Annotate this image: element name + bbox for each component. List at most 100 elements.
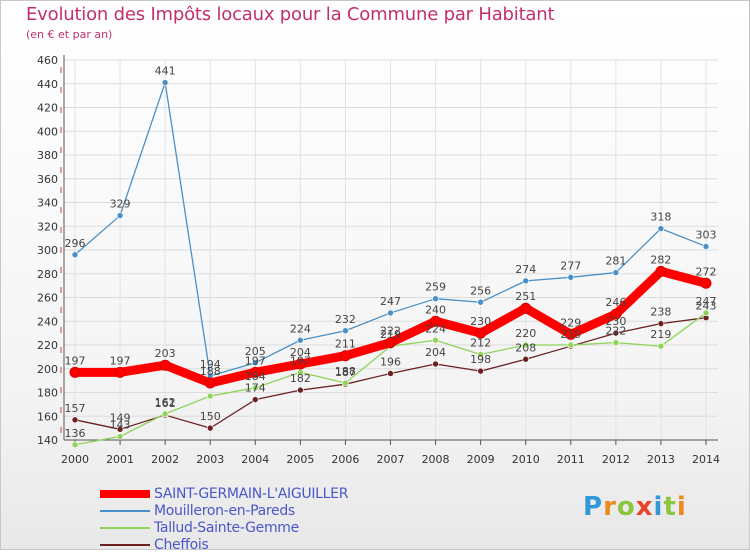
data-label: 230 (470, 315, 491, 328)
y-tick-label: 200 (37, 363, 58, 376)
data-point (385, 337, 396, 349)
y-tick-label: 140 (37, 434, 58, 447)
axes: 140 160 180 200 220 240 260 280 300 320 340 360 380 4… (37, 54, 720, 466)
data-label: 259 (425, 281, 446, 294)
data-point (342, 379, 349, 387)
y-tick-label: 460 (37, 54, 58, 67)
data-point (432, 360, 439, 368)
data-point (71, 416, 79, 424)
logo-letter: i (653, 492, 664, 522)
logo-letter: t (663, 492, 677, 522)
data-point (114, 366, 126, 378)
data-label: 197 (290, 354, 311, 367)
x-tick-label: 2006 (331, 453, 359, 466)
data-labels: 197 1972031881972042112222402302512292462… (65, 65, 717, 440)
data-point (71, 251, 79, 259)
data-point (116, 433, 124, 440)
data-label: 238 (650, 306, 671, 319)
legend-label: Mouilleron-en-Pareds (154, 503, 295, 519)
data-point (477, 351, 484, 358)
data-point (251, 359, 259, 367)
y-tick-label: 320 (37, 220, 58, 233)
data-label: 243 (696, 300, 717, 313)
data-label: 188 (335, 365, 356, 378)
data-point (342, 327, 349, 335)
data-point (69, 366, 81, 378)
data-point (161, 410, 169, 418)
logo-letter: P (583, 492, 604, 522)
data-label: 232 (335, 313, 356, 326)
y-tick-label: 160 (37, 410, 58, 423)
grid (64, 59, 718, 441)
data-label: 246 (605, 296, 626, 309)
data-label: 219 (380, 328, 401, 341)
data-point (432, 295, 439, 302)
data-label: 251 (515, 290, 536, 303)
legend-swatch (100, 527, 150, 529)
data-point (612, 269, 620, 276)
data-label: 157 (65, 402, 86, 415)
y-tick-label: 340 (37, 197, 58, 210)
data-label: 222 (380, 325, 401, 338)
data-label: 318 (650, 211, 671, 224)
data-label: 149 (110, 411, 131, 424)
data-label: 277 (560, 259, 581, 272)
data-label: 240 (425, 303, 446, 316)
legend-label: Cheffois (154, 537, 209, 553)
data-label: 219 (560, 328, 581, 341)
data-point (522, 341, 530, 349)
data-label: 303 (696, 228, 717, 241)
x-tick-label: 2009 (467, 453, 495, 466)
data-label: 272 (696, 265, 717, 278)
data-point (477, 298, 484, 306)
y-tick-label: 400 (37, 125, 58, 138)
data-label: 203 (155, 347, 176, 360)
x-tick-label: 2014 (692, 453, 720, 466)
data-label: 296 (65, 237, 86, 250)
x-tick-label: 2007 (377, 453, 405, 466)
x-tick-label: 2008 (422, 453, 450, 466)
logo-letter: o (616, 492, 636, 522)
data-point (297, 336, 304, 344)
x-tick-label: 2010 (512, 453, 540, 466)
data-point (294, 358, 306, 370)
data-label: 194 (200, 358, 221, 371)
data-label: 187 (335, 366, 356, 379)
logo-letter: r (603, 492, 617, 522)
x-tick-label: 2003 (196, 453, 224, 466)
data-point (297, 386, 304, 394)
data-point (206, 392, 214, 400)
data-point (387, 370, 394, 377)
data-label: 230 (605, 315, 626, 328)
data-label: 441 (155, 65, 176, 78)
data-label: 256 (470, 284, 491, 297)
data-label: 224 (425, 322, 446, 335)
data-label: 136 (65, 427, 86, 440)
data-label: 219 (650, 328, 671, 341)
data-point (567, 274, 575, 281)
data-label: 150 (200, 410, 221, 423)
legend-swatch (100, 544, 150, 546)
data-label: 204 (290, 346, 311, 359)
data-label: 220 (515, 327, 536, 340)
x-tick-label: 2001 (106, 453, 134, 466)
data-point (430, 315, 442, 327)
data-point (565, 328, 577, 340)
data-point (522, 277, 530, 285)
line-chart: 140 160 180 200 220 240 260 280 300 320 340 360 380 4… (37, 54, 720, 466)
y-tick-label: 440 (37, 78, 58, 91)
data-label: 281 (605, 255, 626, 268)
chart-title: Evolution des Impôts locaux pour la Comm… (26, 4, 555, 25)
data-label: 161 (155, 397, 176, 410)
x-tick-label: 2011 (557, 453, 585, 466)
data-point (387, 309, 394, 317)
data-point (161, 79, 169, 86)
data-label: 162 (155, 396, 176, 409)
data-point (610, 308, 622, 320)
data-label: 197 (245, 354, 266, 367)
data-label: 329 (110, 198, 131, 211)
data-point (339, 350, 351, 362)
legend-swatch (100, 490, 150, 498)
data-label: 282 (650, 253, 671, 266)
data-point (204, 377, 216, 389)
